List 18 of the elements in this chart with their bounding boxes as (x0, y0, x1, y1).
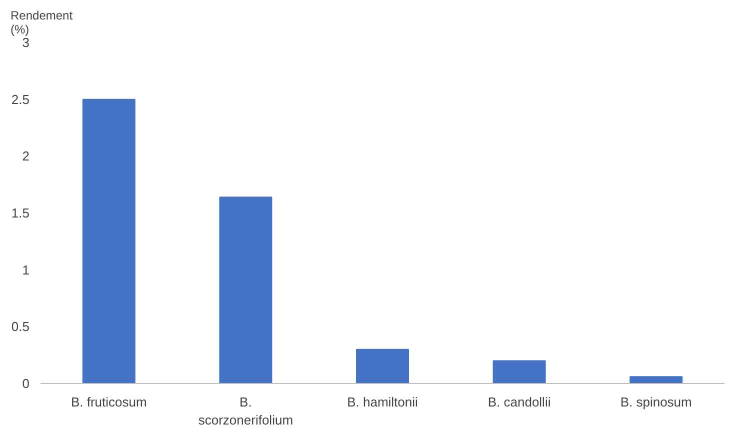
x-tick-label: B. candollii (488, 394, 551, 410)
bar (492, 360, 546, 384)
x-tick-label: B. spinosum (620, 394, 692, 410)
y-tick-label: 0.5 (11, 319, 30, 334)
bar (630, 376, 683, 384)
x-tick-label: B. scorzonerifolium (198, 394, 294, 428)
bar (82, 98, 136, 384)
x-tick-label: B. hamiltonii (347, 394, 418, 410)
y-tick-label: 0 (22, 376, 30, 391)
y-tick-label: 2 (22, 148, 30, 164)
y-axis-title: Rendement (%) (10, 8, 74, 36)
y-tick-label: 2.5 (11, 92, 30, 107)
x-tick-label: B. fruticosum (70, 394, 147, 410)
y-tick-label: 1.5 (11, 206, 30, 220)
y-tick-label: 1 (22, 262, 30, 278)
bar (219, 196, 272, 384)
y-tick-label: 3 (22, 35, 30, 50)
bar (356, 348, 409, 384)
